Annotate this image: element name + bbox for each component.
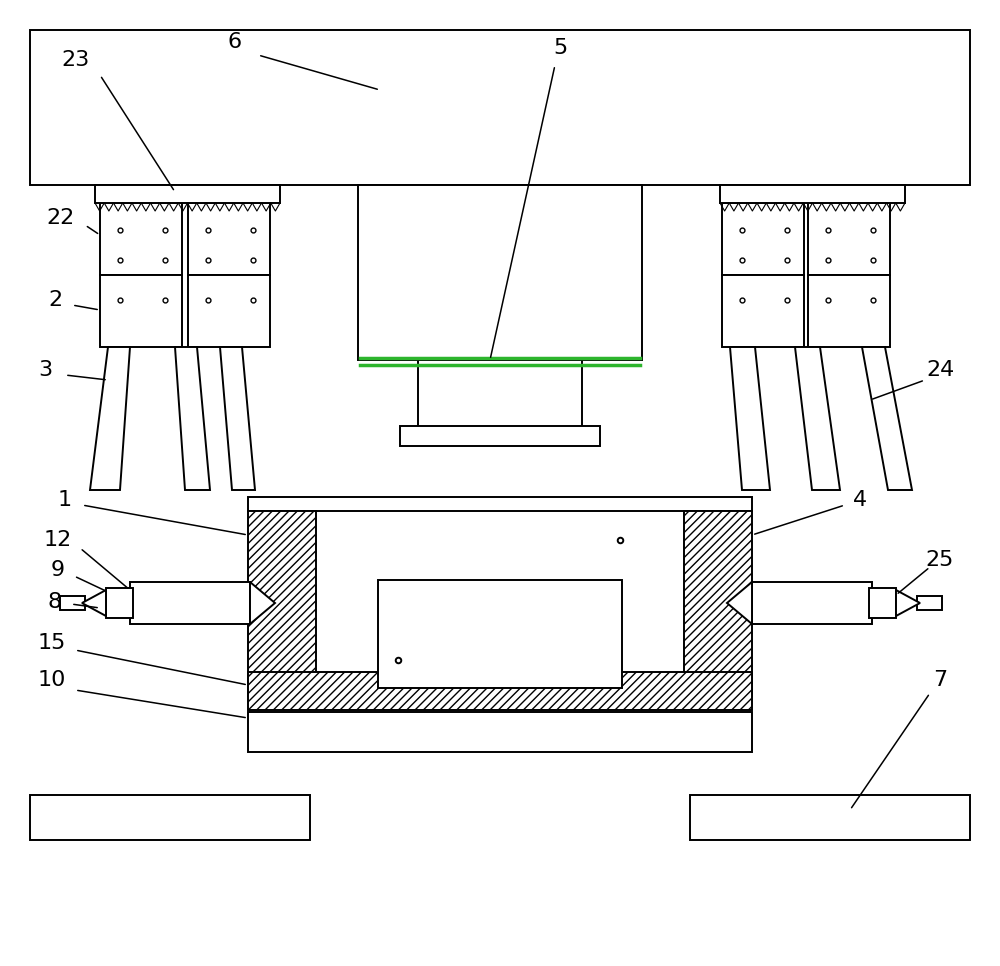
Bar <box>722 203 804 275</box>
Bar <box>684 511 752 696</box>
Text: 8: 8 <box>48 592 62 612</box>
Bar <box>248 672 752 710</box>
Bar <box>130 582 250 624</box>
Bar <box>690 795 970 840</box>
Bar <box>188 203 270 275</box>
Text: 22: 22 <box>46 208 74 228</box>
Bar <box>30 795 310 840</box>
Bar <box>869 588 896 618</box>
Polygon shape <box>862 347 912 490</box>
Text: 3: 3 <box>38 360 52 380</box>
Text: 24: 24 <box>926 360 954 380</box>
Text: 4: 4 <box>853 490 867 510</box>
Text: 15: 15 <box>38 633 66 653</box>
Polygon shape <box>250 582 275 624</box>
Bar <box>248 712 752 752</box>
Bar <box>358 185 642 360</box>
Bar <box>248 497 752 511</box>
Text: 1: 1 <box>58 490 72 510</box>
Text: 7: 7 <box>933 670 947 690</box>
Polygon shape <box>730 347 770 490</box>
Text: 5: 5 <box>553 38 567 58</box>
Text: 6: 6 <box>228 32 242 52</box>
Polygon shape <box>90 347 130 490</box>
Text: 25: 25 <box>926 550 954 570</box>
Polygon shape <box>175 347 210 490</box>
Bar <box>100 275 182 347</box>
Text: 23: 23 <box>61 50 89 70</box>
Bar <box>60 596 85 610</box>
Bar <box>30 30 970 185</box>
Bar <box>752 582 872 624</box>
Bar <box>808 203 890 275</box>
Bar <box>418 360 582 428</box>
Bar <box>917 596 942 610</box>
Polygon shape <box>220 347 255 490</box>
Polygon shape <box>795 347 840 490</box>
Bar <box>808 275 890 347</box>
Text: 2: 2 <box>48 290 62 310</box>
Bar <box>722 275 804 347</box>
Polygon shape <box>896 590 920 616</box>
Text: 10: 10 <box>38 670 66 690</box>
Bar <box>100 203 182 275</box>
Bar <box>400 426 600 446</box>
Bar <box>248 511 316 696</box>
Text: 9: 9 <box>51 560 65 580</box>
Bar <box>106 588 133 618</box>
Bar <box>95 185 280 203</box>
Polygon shape <box>727 582 752 624</box>
Bar <box>720 185 905 203</box>
Bar <box>188 275 270 347</box>
Text: 12: 12 <box>44 530 72 550</box>
Polygon shape <box>82 590 106 616</box>
Bar <box>378 580 622 688</box>
